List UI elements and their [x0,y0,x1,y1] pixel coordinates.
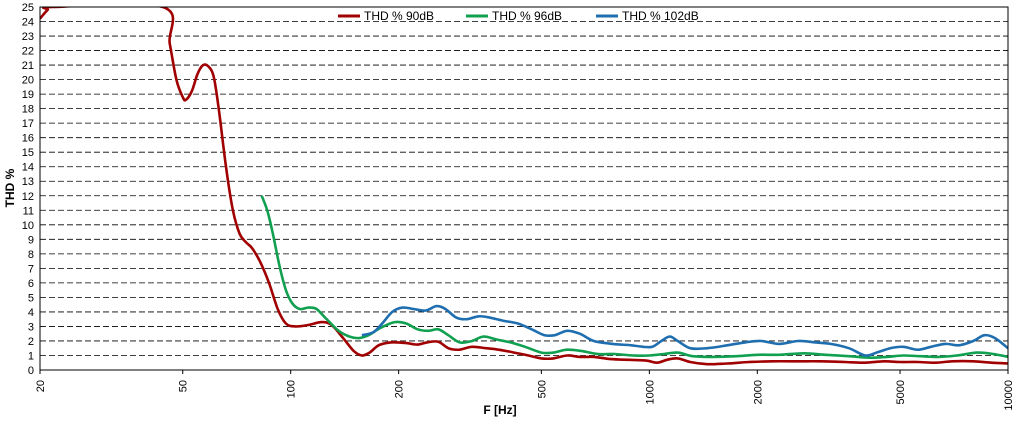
legend: THD % 90dB THD % 96dB THD % 102dB [338,9,699,23]
y-tick-label: 0 [28,365,34,377]
grid-lines [40,21,1008,356]
y-axis-ticks: 0123456789101112131415161718192021222324… [22,2,34,377]
y-tick-label: 11 [23,205,34,217]
x-tick-label: 1000 [644,380,656,404]
x-tick-label: 5000 [895,380,907,404]
x-tick-label: 20 [35,380,47,392]
y-tick-label: 21 [22,60,34,72]
y-tick-label: 18 [22,104,34,116]
series-lines [40,7,1008,366]
y-axis-label: THD % [3,168,17,207]
y-tick-label: 16 [22,133,34,145]
y-tick-label: 9 [28,234,34,246]
x-tick-label: 500 [536,380,548,398]
legend-entry: THD % 102dB [622,9,699,23]
series-line-2 [361,304,1008,357]
y-tick-label: 23 [22,31,34,43]
y-tick-label: 1 [28,350,34,362]
x-tick-label: 200 [394,380,406,398]
y-tick-label: 5 [28,292,34,304]
x-axis-label: F [Hz] [483,403,516,417]
y-tick-label: 14 [22,162,34,174]
y-tick-label: 6 [28,278,34,290]
x-tick-label: 2000 [752,380,764,404]
x-tick-label: 100 [286,380,298,398]
legend-entry: THD % 96dB [492,9,562,23]
y-tick-label: 13 [22,176,34,188]
plot-area-border [39,6,1009,371]
y-tick-label: 22 [22,46,34,58]
y-tick-label: 10 [22,220,34,232]
y-tick-label: 19 [22,89,34,101]
y-tick-label: 3 [28,321,34,333]
series-line-0 [40,7,1008,366]
y-tick-label: 17 [22,118,34,130]
series-line-1 [260,195,1008,360]
y-tick-label: 25 [22,2,34,14]
y-tick-label: 4 [28,307,34,319]
y-tick-label: 24 [22,17,34,29]
y-tick-label: 12 [22,191,34,203]
y-tick-label: 7 [28,263,34,275]
y-tick-label: 15 [22,147,34,159]
y-tick-label: 2 [28,336,34,348]
x-tick-label: 10000 [1003,380,1015,411]
y-tick-label: 8 [28,249,34,261]
y-tick-label: 20 [22,75,34,87]
x-tick-label: 50 [178,380,190,392]
legend-entry: THD % 90dB [364,9,434,23]
x-axis-ticks: 20 50 100 200 500 1000 2000 5000 10000 [35,370,1015,411]
